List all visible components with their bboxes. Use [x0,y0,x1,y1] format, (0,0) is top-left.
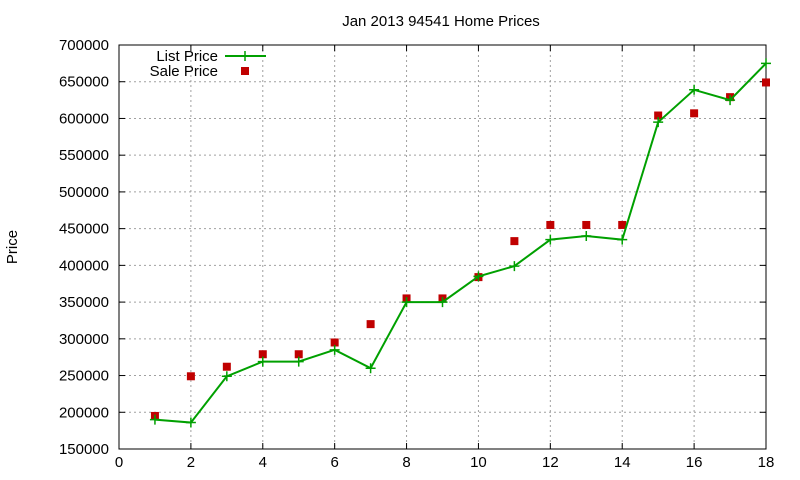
sale-price-point [366,320,375,329]
x-tick-label: 6 [330,454,338,471]
sale-price-point [330,338,339,347]
y-axis-label: Price [4,230,21,264]
list-price-point [257,356,268,367]
list-price-point [329,344,340,355]
list-price-point [761,58,771,69]
legend-marker-list-price [240,51,250,61]
list-price-point [149,414,160,425]
x-tick-labels: 0 2 4 6 8 10 12 14 16 18 [115,454,775,471]
sale-price-point [618,220,627,229]
x-tick-label: 0 [115,454,123,471]
x-tick-label: 8 [402,454,410,471]
y-tick-label: 300000 [59,331,109,348]
y-tick-label: 350000 [59,294,109,311]
x-tick-label: 18 [758,454,775,471]
legend-label-list-price: List Price [156,48,218,65]
list-price-point [365,363,376,374]
list-price-point [437,297,448,308]
sale-price-point [294,350,303,359]
list-price-point [581,230,592,241]
y-tick-label: 250000 [59,368,109,385]
y-tick-label: 700000 [59,37,109,54]
sale-price-point [258,350,267,359]
sale-price-point [546,220,555,229]
legend-marker-sale-price [241,67,249,75]
list-price-point [689,84,700,95]
sale-price-point [222,362,231,371]
sale-price-point [510,237,519,246]
x-tick-label: 4 [259,454,267,471]
list-price-point [473,271,484,282]
chart-title: Jan 2013 94541 Home Prices [342,13,540,30]
list-price-point [185,417,196,428]
list-price-point [545,234,556,245]
list-price-point [401,297,412,308]
grid [119,45,766,449]
y-tick-label: 150000 [59,441,109,458]
x-tick-label: 2 [187,454,195,471]
list-price-point [509,261,520,272]
axis-ticks [118,44,767,450]
list-price-point [653,117,664,128]
x-tick-label: 10 [470,454,487,471]
x-tick-label: 14 [614,454,631,471]
y-tick-label: 450000 [59,221,109,238]
series-list-price [149,58,771,428]
y-tick-label: 550000 [59,147,109,164]
series [149,58,771,428]
plot-frame [118,44,767,450]
list-price-point [293,356,304,367]
legend-label-sale-price: Sale Price [150,63,218,80]
y-tick-label: 650000 [59,74,109,91]
y-tick-label: 600000 [59,110,109,127]
y-tick-labels: 150000 200000 250000 300000 350000 400000 4500… [59,37,109,458]
list-price-point [725,95,736,106]
y-tick-label: 500000 [59,184,109,201]
list-price-point [221,371,232,382]
list-price-point [617,234,628,245]
x-tick-label: 16 [686,454,703,471]
sale-price-point [654,111,663,120]
y-tick-label: 400000 [59,257,109,274]
sale-price-point [762,78,770,87]
list-price-line [154,62,767,424]
sale-price-point [186,372,195,381]
x-tick-label: 12 [542,454,559,471]
sale-price-point [582,220,591,229]
legend: List Price Sale Price [150,48,266,80]
y-tick-label: 200000 [59,404,109,421]
sale-price-point [690,109,699,118]
